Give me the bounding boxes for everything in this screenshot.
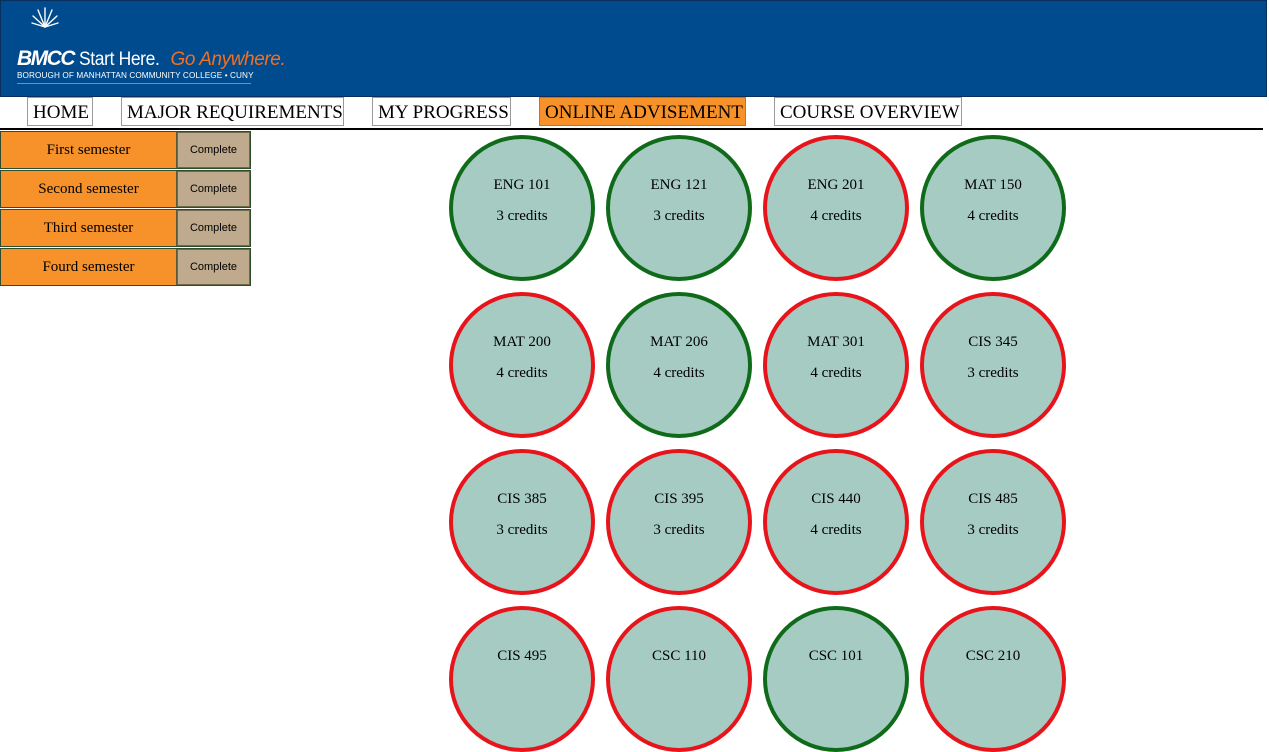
course-code: CIS 495 bbox=[497, 648, 547, 664]
course-circle-cis-440[interactable]: CIS 440 4 credits bbox=[763, 449, 909, 595]
course-code: CIS 395 bbox=[654, 491, 704, 507]
course-circle-mat-206[interactable]: MAT 206 4 credits bbox=[606, 292, 752, 438]
course-credits: 4 credits bbox=[810, 365, 862, 381]
course-code: CIS 440 bbox=[811, 491, 861, 507]
course-code: MAT 150 bbox=[964, 177, 1022, 193]
complete-button[interactable]: Complete bbox=[177, 132, 250, 168]
course-code: ENG 121 bbox=[650, 177, 708, 193]
course-circle-eng-101[interactable]: ENG 101 3 credits bbox=[449, 135, 595, 281]
course-code: CSC 110 bbox=[651, 648, 707, 664]
course-circle-csc-210[interactable]: CSC 210 bbox=[920, 606, 1066, 752]
logo-tagline-start: Start Here. bbox=[79, 49, 160, 70]
nav-major-requirements[interactable]: MAJOR REQUIREMENTS bbox=[121, 97, 344, 126]
course-credits: 3 credits bbox=[496, 522, 548, 538]
course-code: CIS 385 bbox=[497, 491, 547, 507]
bmcc-logo[interactable]: BMCC Start Here. Go Anywhere. BOROUGH OF… bbox=[17, 7, 286, 89]
semester-row-fourth: Fourd semester Complete bbox=[0, 248, 251, 286]
semester-row-second: Second semester Complete bbox=[0, 170, 251, 208]
course-circle-csc-110[interactable]: CSC 110 bbox=[606, 606, 752, 752]
course-credits: 3 credits bbox=[653, 208, 705, 224]
starburst-icon bbox=[31, 7, 59, 28]
course-grid: ENG 101 3 credits ENG 121 3 credits ENG 201 4… bbox=[449, 135, 1066, 752]
course-code: MAT 206 bbox=[650, 334, 708, 350]
course-code: CIS 485 bbox=[968, 491, 1018, 507]
semester-sidebar: First semester Complete Second semester … bbox=[0, 131, 251, 287]
nav-home[interactable]: HOME bbox=[27, 97, 93, 126]
course-code: MAT 200 bbox=[493, 334, 551, 350]
course-code: ENG 201 bbox=[807, 177, 865, 193]
course-credits: 3 credits bbox=[653, 522, 705, 538]
course-code: MAT 301 bbox=[807, 334, 865, 350]
course-circle-cis-485[interactable]: CIS 485 3 credits bbox=[920, 449, 1066, 595]
course-circle-mat-200[interactable]: MAT 200 4 credits bbox=[449, 292, 595, 438]
course-circle-cis-395[interactable]: CIS 395 3 credits bbox=[606, 449, 752, 595]
semester-label[interactable]: First semester bbox=[1, 132, 177, 168]
course-circle-eng-201[interactable]: ENG 201 4 credits bbox=[763, 135, 909, 281]
complete-button[interactable]: Complete bbox=[177, 249, 250, 285]
semester-row-first: First semester Complete bbox=[0, 131, 251, 169]
semester-label[interactable]: Second semester bbox=[1, 171, 177, 207]
course-code: CSC 210 bbox=[965, 648, 1021, 664]
complete-button[interactable]: Complete bbox=[177, 171, 250, 207]
course-circle-mat-301[interactable]: MAT 301 4 credits bbox=[763, 292, 909, 438]
course-credits: 4 credits bbox=[810, 208, 862, 224]
course-circle-mat-150[interactable]: MAT 150 4 credits bbox=[920, 135, 1066, 281]
complete-button[interactable]: Complete bbox=[177, 210, 250, 246]
course-circle-cis-495[interactable]: CIS 495 bbox=[449, 606, 595, 752]
course-code: ENG 101 bbox=[493, 177, 551, 193]
course-code: CSC 101 bbox=[808, 648, 864, 664]
course-credits: 4 credits bbox=[653, 365, 705, 381]
course-circle-cis-345[interactable]: CIS 345 3 credits bbox=[920, 292, 1066, 438]
course-credits: 4 credits bbox=[967, 208, 1019, 224]
semester-label[interactable]: Third semester bbox=[1, 210, 177, 246]
nav-course-overview[interactable]: COURSE OVERVIEW bbox=[774, 97, 962, 126]
course-credits: 4 credits bbox=[810, 522, 862, 538]
course-code: CIS 345 bbox=[968, 334, 1018, 350]
course-credits: 3 credits bbox=[967, 365, 1019, 381]
logo-subtitle: BOROUGH OF MANHATTAN COMMUNITY COLLEGE •… bbox=[17, 71, 254, 84]
course-circle-csc-101[interactable]: CSC 101 bbox=[763, 606, 909, 752]
nav-my-progress[interactable]: MY PROGRESS bbox=[372, 97, 511, 126]
course-credits: 3 credits bbox=[496, 208, 548, 224]
course-credits: 4 credits bbox=[496, 365, 548, 381]
nav-online-advisement[interactable]: ONLINE ADVISEMENT bbox=[539, 97, 746, 126]
logo-tagline-go: Go Anywhere. bbox=[170, 49, 286, 70]
header-banner: BMCC Start Here. Go Anywhere. BOROUGH OF… bbox=[0, 0, 1267, 97]
course-circle-cis-385[interactable]: CIS 385 3 credits bbox=[449, 449, 595, 595]
course-circle-eng-121[interactable]: ENG 121 3 credits bbox=[606, 135, 752, 281]
logo-brand: BMCC bbox=[17, 47, 76, 70]
main-nav: HOME MAJOR REQUIREMENTS MY PROGRESS ONLI… bbox=[0, 97, 1263, 130]
semester-row-third: Third semester Complete bbox=[0, 209, 251, 247]
semester-label[interactable]: Fourd semester bbox=[1, 249, 177, 285]
course-credits: 3 credits bbox=[967, 522, 1019, 538]
